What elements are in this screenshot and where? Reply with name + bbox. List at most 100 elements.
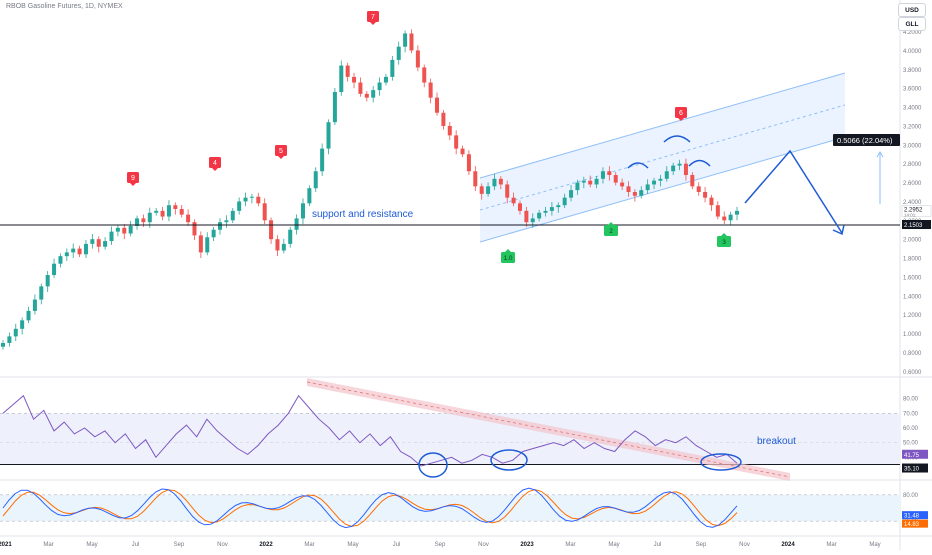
candle-body (575, 182, 580, 191)
candle-body (639, 190, 644, 196)
candle-body (735, 210, 739, 215)
candle-body (613, 175, 618, 183)
candle-body (396, 46, 401, 60)
wave-tag-green (604, 225, 618, 236)
time-axis-tick: Nov (478, 542, 489, 548)
candle-body (64, 252, 69, 257)
candle-body (600, 171, 605, 179)
candle-body (677, 163, 682, 166)
candle-body (256, 196, 261, 204)
candle-body (607, 171, 612, 176)
candle-body (505, 184, 510, 198)
candle-body (632, 192, 637, 196)
stoch-d-box (902, 519, 928, 528)
wave-tag-red (127, 172, 139, 183)
candle-body (320, 148, 325, 172)
price-axis-tick: 0.8000 (903, 351, 922, 357)
candle-body (345, 65, 350, 77)
candle-body (428, 82, 433, 98)
price-axis-tick: 4.2000 (903, 30, 922, 36)
price-axis-tick: 0.6000 (903, 370, 922, 376)
time-axis-tick: Mar (304, 542, 314, 548)
candle-body (211, 229, 216, 238)
candle-body (728, 214, 733, 221)
candle-body (709, 197, 714, 206)
candle-body (192, 222, 197, 236)
candle-body (243, 197, 248, 202)
rsi-value-box (902, 449, 928, 459)
candle-body (224, 220, 229, 223)
candle-body (690, 175, 695, 187)
candle-body (262, 203, 267, 221)
candle-body (307, 188, 312, 204)
candle-body (569, 190, 574, 198)
price-axis-tick: 3.6000 (903, 87, 922, 93)
candle-body (517, 203, 522, 211)
stoch-k-box (902, 511, 928, 520)
price-axis-tick: 3.2000 (903, 124, 922, 130)
candle-body (205, 237, 210, 253)
candle-body (154, 210, 159, 213)
currency-button[interactable]: USD (898, 3, 926, 17)
breakout-circle (418, 452, 448, 478)
unit-button[interactable]: GLL (898, 17, 926, 31)
candle-body (715, 205, 720, 217)
candle-body (486, 186, 491, 194)
time-axis-tick: May (86, 542, 97, 548)
last-price-label: 2.2952 (904, 207, 923, 213)
candle-body (473, 171, 478, 187)
projection-path (744, 149, 843, 234)
candle-body (96, 239, 101, 247)
rsi-level-label: 35.10 (904, 467, 920, 473)
wave-tag-label: 2 (609, 228, 613, 235)
candle-body (364, 93, 369, 98)
wave-tag-label: 7 (371, 14, 375, 21)
stoch-band (0, 494, 900, 522)
time-axis-tick: May (608, 542, 619, 548)
candle-body (115, 227, 120, 232)
time-axis-tick: Mar (43, 542, 53, 548)
rsi-level-box (902, 463, 928, 473)
time-axis-tick: 2023 (520, 542, 534, 548)
candle-body (581, 180, 586, 183)
candle-body (218, 222, 223, 230)
time-axis-tick: 2024 (781, 542, 795, 548)
pattern-arc (688, 159, 711, 167)
candle-body (511, 197, 516, 204)
candle-body (313, 171, 318, 189)
candle-body (703, 192, 708, 198)
rsi-value-label: 41.75 (904, 453, 920, 459)
candle-body (447, 125, 452, 136)
candle-body (281, 243, 286, 251)
candle-body (166, 205, 171, 217)
price-axis-tick: 2.4000 (903, 200, 922, 206)
time-axis-tick: 2021 (0, 542, 12, 548)
candle-body (671, 165, 676, 172)
rsi-axis-tick: 60.00 (903, 426, 919, 432)
projection-arrow-head (832, 224, 845, 236)
candle-body (288, 229, 293, 244)
candle-body (230, 210, 235, 221)
stoch-k-line (2, 487, 738, 529)
rising-channel-fill (480, 73, 845, 242)
wave-tag-pointer (278, 156, 284, 159)
candle-body (722, 216, 727, 221)
candle-body (339, 65, 344, 92)
candle-body (371, 90, 376, 98)
time-axis-tick: Jul (393, 542, 401, 548)
candle-body (103, 241, 108, 247)
price-axis-tick: 1.0000 (903, 332, 922, 338)
support-label: support and resistance (312, 209, 414, 220)
candle-body (422, 67, 427, 83)
symbol-title: RBOB Gasoline Futures, 1D, NYMEX (6, 3, 123, 10)
candle-body (269, 220, 274, 240)
wave-tag-pointer (678, 118, 684, 121)
time-axis-tick: Jul (654, 542, 662, 548)
wave-tag-label: 6 (679, 110, 683, 117)
wave-tag-red (209, 157, 221, 168)
candle-body (460, 148, 465, 155)
candle-body (45, 275, 50, 287)
time-axis-tick: Nov (739, 542, 750, 548)
